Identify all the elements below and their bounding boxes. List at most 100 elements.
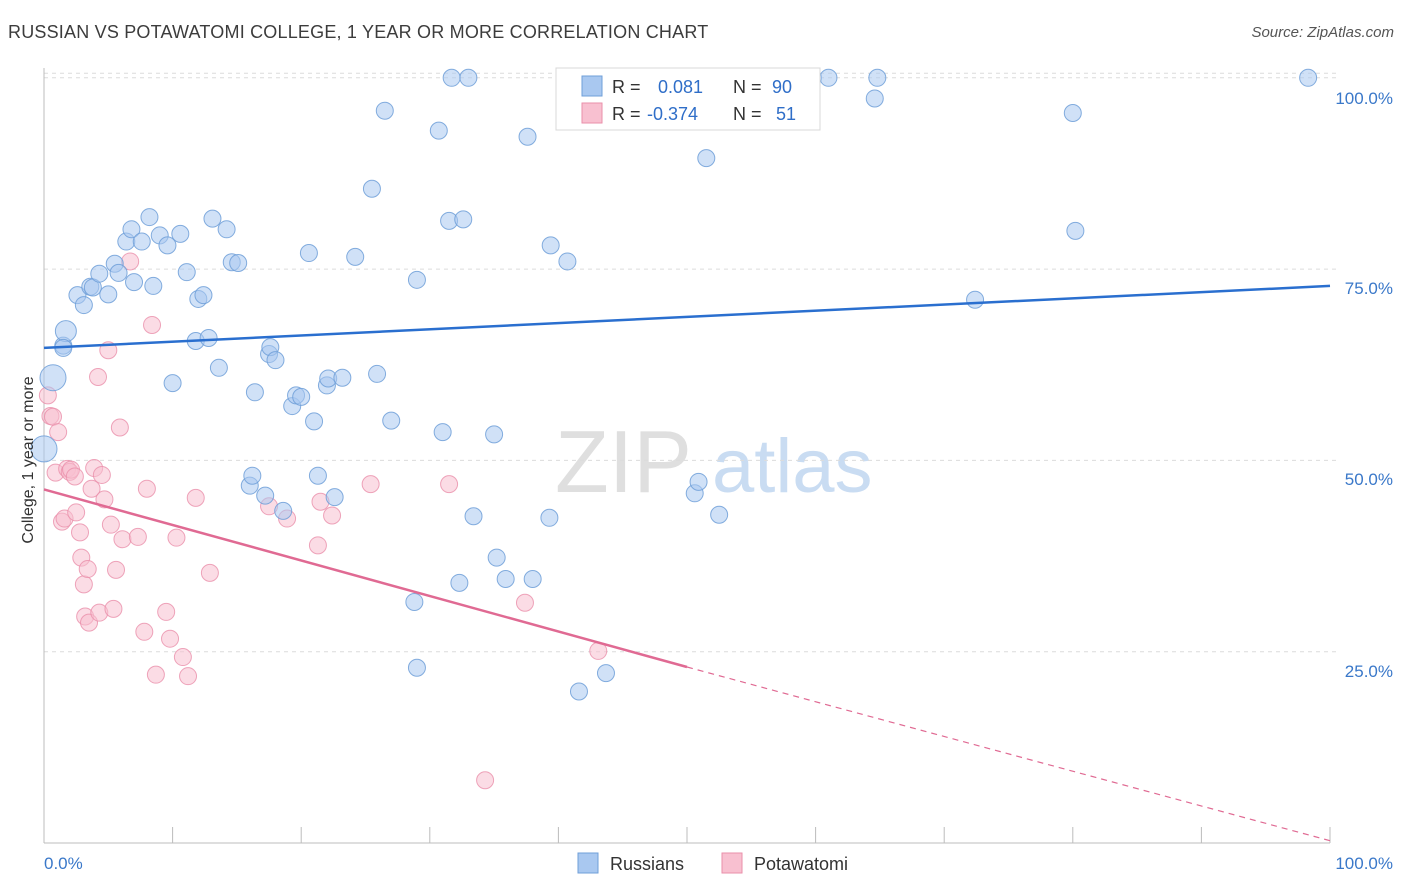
potawatomi-point-18 (82, 479, 101, 498)
source-label: Source: ZipAtlas.com (1251, 24, 1394, 41)
y-tick-label-50: 50.0% (1345, 470, 1393, 489)
potawatomi-point-37 (161, 629, 180, 648)
russians-point-58 (429, 121, 448, 140)
potawatomi-point-12 (71, 523, 90, 542)
potawatomi-point-31 (128, 527, 147, 546)
potawatomi-trend-line (43, 488, 688, 669)
potawatomi-point-47 (323, 506, 342, 525)
russians-point-63 (454, 210, 473, 229)
potawatomi-point-27 (107, 560, 126, 579)
potawatomi-point-11 (67, 503, 86, 522)
potawatomi-point-20 (89, 367, 108, 386)
stats-legend: R = 0.081 N = 90 R = -0.374 N = 51 (555, 67, 821, 131)
russians-point-59 (433, 423, 452, 442)
russians-point-14 (125, 273, 144, 292)
russians-point-52 (368, 364, 387, 383)
russians-point-2 (54, 320, 77, 343)
potawatomi-point-38 (167, 528, 186, 547)
potawatomi-point-25 (101, 515, 120, 534)
potawatomi-point-36 (157, 602, 176, 621)
russians-point-73 (558, 252, 577, 271)
trend-lines (43, 284, 1331, 842)
potawatomi-point-49 (440, 475, 459, 494)
russians-point-33 (243, 466, 262, 485)
russians-point-75 (596, 664, 615, 683)
russians-point-65 (464, 507, 483, 526)
data-points (30, 68, 1318, 790)
russians-point-87 (1066, 221, 1085, 240)
potawatomi-point-42 (200, 563, 219, 582)
stats-n-value-russians: 90 (772, 77, 792, 97)
stats-r-value-russians: 0.081 (658, 77, 703, 97)
potawatomi-point-26 (104, 599, 123, 618)
russians-point-27 (203, 209, 222, 228)
russians-point-28 (209, 358, 228, 377)
potawatomi-point-2 (44, 407, 63, 426)
legend-swatch-russians (577, 852, 599, 874)
stats-n-label-russians: N = (733, 77, 762, 97)
russians-point-34 (245, 383, 264, 402)
russians-point-86 (1063, 103, 1082, 122)
stats-swatch-russians (581, 75, 603, 97)
russians-point-11 (109, 263, 128, 282)
potawatomi-point-32 (135, 622, 154, 641)
russians-point-16 (140, 208, 159, 227)
potawatomi-point-39 (173, 648, 192, 667)
watermark: ZIP atlas (555, 412, 873, 511)
potawatomi-point-52 (476, 771, 495, 790)
russians-point-42 (292, 387, 311, 406)
russians-point-38 (266, 351, 285, 370)
stats-r-label-potawatomi: R = (612, 104, 641, 124)
potawatomi-point-50 (515, 593, 534, 612)
russians-point-45 (308, 466, 327, 485)
russians-point-89 (30, 435, 58, 463)
russians-point-49 (333, 368, 352, 387)
potawatomi-point-34 (143, 315, 162, 334)
stats-n-value-potawatomi: 51 (776, 104, 796, 124)
potawatomi-point-4 (49, 423, 68, 442)
potawatomi-point-10 (65, 467, 84, 486)
russians-point-57 (407, 658, 426, 677)
russians-point-85 (966, 290, 985, 309)
russians-point-17 (144, 276, 163, 295)
russians-point-9 (99, 285, 118, 304)
russians-point-13 (122, 220, 141, 239)
russians-point-51 (362, 179, 381, 198)
russians-point-69 (518, 127, 537, 146)
y-tick-label-100: 100.0% (1335, 89, 1393, 108)
russians-point-48 (325, 488, 344, 507)
bottom-legend: Russians Potawatomi (577, 852, 848, 874)
y-tick-label-75: 75.0% (1345, 279, 1393, 298)
russians-point-79 (697, 149, 716, 168)
russians-point-43 (299, 244, 318, 263)
russians-point-84 (868, 68, 887, 87)
x-tick-label-0: 0.0% (44, 854, 83, 873)
russians-point-39 (274, 501, 293, 520)
stats-r-label-russians: R = (612, 77, 641, 97)
russians-point-82 (819, 68, 838, 87)
y-axis-label: College, 1 year or more (20, 376, 37, 543)
russians-point-53 (375, 101, 394, 120)
russians-point-15 (132, 232, 151, 251)
russians-point-62 (450, 573, 469, 592)
russians-trend-line (43, 284, 1331, 350)
russians-point-67 (487, 548, 506, 567)
potawatomi-point-29 (113, 530, 132, 549)
russians-point-68 (496, 570, 515, 589)
potawatomi-point-45 (308, 536, 327, 555)
potawatomi-point-40 (179, 667, 198, 686)
russians-point-88 (1299, 68, 1318, 87)
stats-swatch-potawatomi (581, 102, 603, 124)
russians-point-21 (171, 224, 190, 243)
russians-point-19 (158, 236, 177, 255)
russians-point-66 (485, 425, 504, 444)
russians-point-61 (442, 68, 461, 87)
russians-point-8 (90, 264, 109, 283)
watermark-zip: ZIP (555, 412, 692, 511)
russians-point-50 (346, 247, 365, 266)
russians-point-78 (689, 472, 708, 491)
potawatomi-point-22 (92, 465, 111, 484)
russians-point-22 (177, 263, 196, 282)
russians-point-64 (459, 68, 478, 87)
